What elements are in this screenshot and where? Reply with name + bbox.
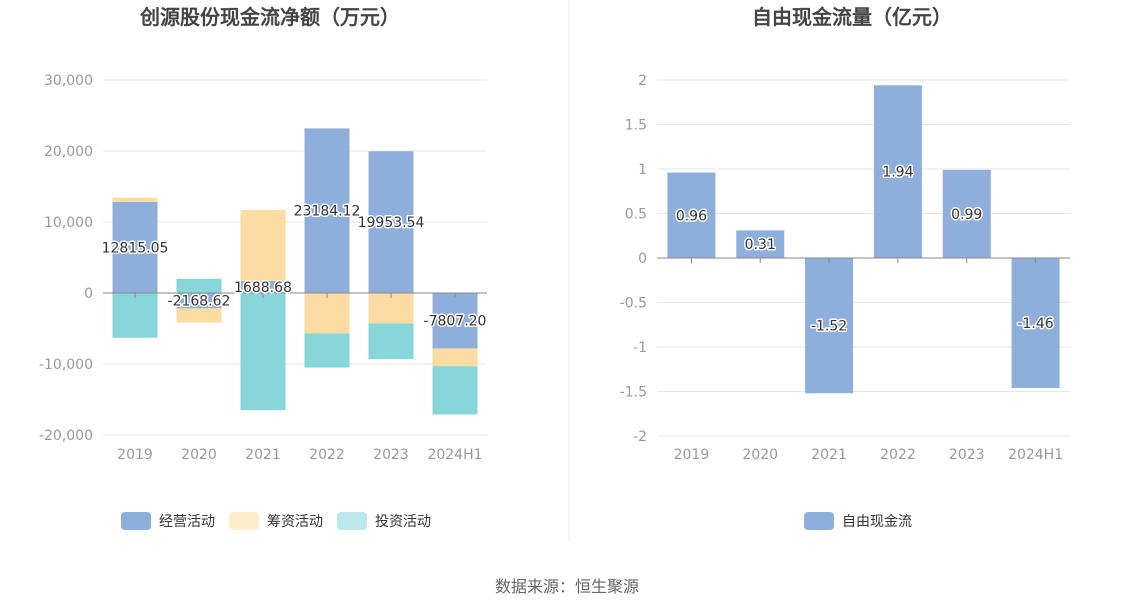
bar[interactable] xyxy=(176,308,222,323)
y-tick-label: 20,000 xyxy=(44,144,93,160)
data-label: -1.46 xyxy=(1017,316,1053,332)
data-labels: 0.96 0.31 -1.52 1.94 0.99 -1.46 xyxy=(674,163,1055,336)
bar[interactable] xyxy=(304,128,350,293)
bar[interactable] xyxy=(112,202,158,293)
x-tick-label: 2024H1 xyxy=(427,447,482,463)
data-label: -2168.62 xyxy=(168,294,231,310)
x-tick-label: 2021 xyxy=(245,447,281,463)
legend-label[interactable]: 筹资活动 xyxy=(267,513,323,530)
legend-swatch xyxy=(229,512,259,530)
y-tick-label: 10,000 xyxy=(44,215,93,231)
x-tick-label: 2021 xyxy=(811,447,847,463)
legend-label[interactable]: 投资活动 xyxy=(375,514,431,530)
x-tick-label: 2022 xyxy=(880,447,916,463)
y-tick-label: -10,000 xyxy=(39,357,93,373)
bar[interactable] xyxy=(667,172,716,258)
y-tick-label: 30,000 xyxy=(44,73,93,89)
y-tick-label: 1.5 xyxy=(625,118,647,134)
data-label: -1.52 xyxy=(811,319,847,335)
bar[interactable] xyxy=(176,293,222,309)
bar[interactable] xyxy=(176,278,222,293)
bar[interactable] xyxy=(736,230,785,258)
bar[interactable] xyxy=(432,348,478,367)
bar[interactable] xyxy=(304,293,350,334)
x-tick-label: 2020 xyxy=(742,447,778,463)
y-tick-label: 1 xyxy=(638,162,647,178)
legend[interactable]: 经营活动 筹资活动 投资活动 xyxy=(121,512,431,530)
bar[interactable] xyxy=(304,333,350,368)
bar[interactable] xyxy=(432,293,478,349)
data-source: 数据来源：恒生聚源 xyxy=(495,577,639,596)
data-label: 0.96 xyxy=(676,208,707,224)
bars xyxy=(667,85,1060,394)
bar[interactable] xyxy=(805,258,854,394)
x-tick-label: 2024H1 xyxy=(1008,447,1063,463)
y-tick-label: -0.5 xyxy=(620,296,647,312)
x-tick-label: 2020 xyxy=(181,447,217,463)
data-label: 12815.05 xyxy=(102,241,169,257)
legend-swatch xyxy=(337,512,367,530)
y-tick-label: -20,000 xyxy=(39,428,93,444)
grid xyxy=(657,79,1070,437)
x-tick-label: 2019 xyxy=(674,447,710,463)
bars xyxy=(112,128,478,415)
x-tick-label: 2019 xyxy=(117,447,153,463)
legend-label[interactable]: 经营活动 xyxy=(159,514,215,530)
data-label: 1.94 xyxy=(882,165,913,181)
bar[interactable] xyxy=(368,293,414,324)
data-label: -7807.20 xyxy=(424,314,487,330)
bar[interactable] xyxy=(1011,258,1060,388)
x-tick-label: 2022 xyxy=(309,447,345,463)
grid xyxy=(103,79,487,436)
x-tick-label: 2023 xyxy=(373,447,409,463)
y-axis-ticks: 30,000 20,000 10,000 0 -10,000 -20,000 xyxy=(39,73,93,444)
y-tick-label: 0.5 xyxy=(625,207,647,223)
x-tick-label: 2023 xyxy=(949,447,985,463)
legend-label[interactable]: 自由现金流 xyxy=(842,514,912,530)
legend-swatch xyxy=(121,512,151,530)
y-tick-label: -1 xyxy=(633,340,647,356)
bar[interactable] xyxy=(112,197,158,203)
chart-title: 创源股份现金流净额（万元） xyxy=(139,5,400,29)
data-label: 0.31 xyxy=(745,237,776,253)
data-label: 1688.68 xyxy=(234,280,292,296)
y-tick-label: -1.5 xyxy=(620,385,647,401)
y-axis-ticks: 2 1.5 1 0.5 0 -0.5 -1 -1.5 -2 xyxy=(620,73,647,445)
chart-title: 自由现金流量（亿元） xyxy=(752,5,952,29)
bar[interactable] xyxy=(942,169,991,258)
bar[interactable] xyxy=(432,366,478,415)
legend-swatch xyxy=(804,512,834,530)
bar[interactable] xyxy=(368,323,414,360)
bar[interactable] xyxy=(240,281,286,293)
y-tick-label: -2 xyxy=(633,429,647,445)
data-label: 19953.54 xyxy=(358,215,425,231)
legend[interactable]: 自由现金流 xyxy=(804,512,912,530)
free-cashflow-chart: 自由现金流量（亿元） 2 1.5 1 0.5 0 -0.5 -1 -1.5 -2 2019 202… xyxy=(620,5,1070,530)
data-label: 0.99 xyxy=(951,207,982,223)
x-axis-ticks: 2019 2020 2021 2022 2023 2024H1 xyxy=(117,293,483,463)
bar[interactable] xyxy=(240,210,286,282)
y-tick-label: 0 xyxy=(638,251,647,267)
bar[interactable] xyxy=(873,85,922,258)
data-label: 23184.12 xyxy=(294,204,361,220)
y-tick-label: 0 xyxy=(84,286,93,302)
bar[interactable] xyxy=(112,293,158,338)
y-tick-label: 2 xyxy=(638,73,647,89)
cashflow-chart: 创源股份现金流净额（万元） 30,000 20,000 10,000 0 -10,000… xyxy=(39,5,488,530)
bar[interactable] xyxy=(368,151,414,293)
x-axis-ticks: 2019 2020 2021 2022 2023 2024H1 xyxy=(674,258,1063,463)
bar[interactable] xyxy=(240,293,286,411)
